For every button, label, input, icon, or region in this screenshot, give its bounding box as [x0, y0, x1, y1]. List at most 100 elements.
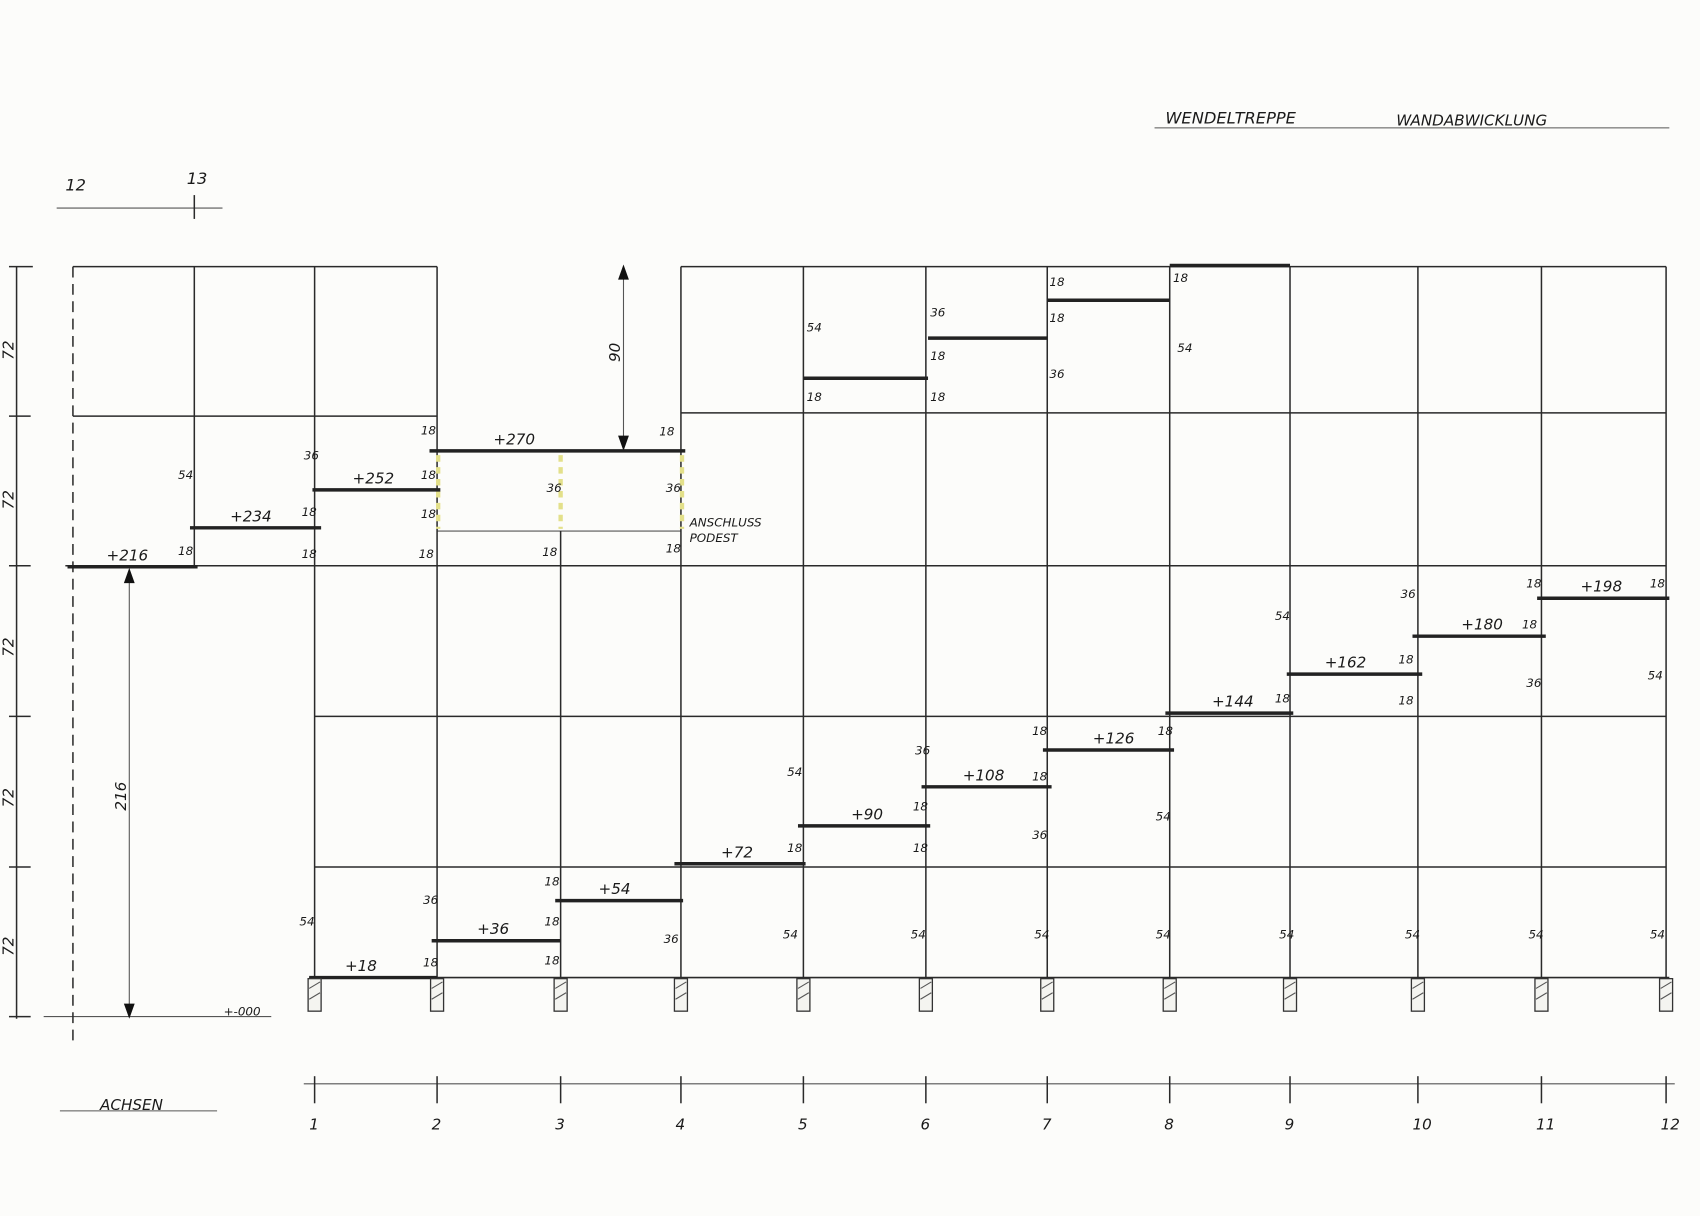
post-hatch: [554, 981, 567, 989]
step-dimension-label: 54: [1156, 928, 1171, 942]
post-hatch: [308, 981, 321, 989]
axis-number-7: 7: [1042, 1115, 1052, 1133]
post-hatch: [797, 981, 810, 989]
step-dimension-label: 54: [178, 468, 193, 482]
post-hatch: [1412, 992, 1424, 1000]
step-dimension-label: 54: [1275, 609, 1290, 623]
tread-level-label: +108: [963, 766, 1005, 784]
tread-level-label: +36: [477, 920, 509, 938]
post-hatch: [1041, 981, 1053, 989]
step-dimension-label: 36: [666, 481, 682, 495]
step-dimension-label: 18: [423, 956, 439, 970]
step-dimension-label: 18: [1522, 618, 1538, 632]
title-wandabwicklung: WANDABWICKLUNG: [1396, 112, 1547, 130]
post-7: [1040, 978, 1055, 1012]
axis-number-3: 3: [555, 1115, 565, 1133]
axis-number-2: 2: [432, 1115, 442, 1133]
landing-note-line1: ANSCHLUSS: [689, 516, 762, 530]
post-1: [307, 978, 322, 1012]
step-dimension-label: 18: [1049, 311, 1065, 325]
step-dimension-label: 18: [1398, 652, 1414, 666]
step-dimension-label: 54: [787, 765, 802, 779]
step-dimension-label: 18: [302, 505, 318, 519]
post-hatch: [1041, 992, 1053, 1000]
axis-number-9: 9: [1285, 1115, 1295, 1133]
step-dimension-label: 36: [1049, 367, 1065, 381]
post-hatch: [1535, 981, 1548, 989]
step-dimension-label: 54: [1034, 928, 1049, 942]
axis-number-10: 10: [1412, 1115, 1431, 1133]
step-dimension-label: 18: [1526, 576, 1542, 590]
dimension-216: 216: [112, 782, 130, 811]
step-dimension-label: 54: [783, 928, 798, 942]
step-dimension-label: 54: [1156, 809, 1171, 823]
step-dimension-label: 54: [807, 321, 822, 335]
step-dimension-label: 18: [421, 424, 437, 438]
post-11: [1534, 978, 1549, 1012]
dimension-72-3: 72: [0, 637, 17, 656]
post-hatch: [431, 981, 443, 989]
dimension-72-5: 72: [0, 937, 17, 956]
step-dimension-label: 36: [664, 932, 680, 946]
step-dimension-label: 18: [659, 425, 675, 439]
tread-level-label: +54: [599, 880, 631, 898]
axis-number-6: 6: [920, 1115, 930, 1133]
step-dimension-label: 18: [1650, 576, 1666, 590]
tread-level-label: +252: [353, 469, 395, 487]
post-hatch: [920, 992, 932, 1000]
axis-number-11: 11: [1536, 1115, 1555, 1133]
axis-number-4: 4: [676, 1115, 686, 1133]
step-dimension-label: 36: [423, 893, 439, 907]
step-dimension-label: 36: [930, 305, 946, 319]
step-dimension-label: 18: [1032, 769, 1048, 783]
post-6: [918, 978, 934, 1012]
step-dimension-label: 18: [544, 954, 560, 968]
post-10: [1410, 978, 1426, 1012]
step-dimension-label: 18: [913, 841, 929, 855]
axis-numbers: 1 2 3 4 5 6 7 8 9 10 11 12: [309, 1076, 1680, 1133]
step-dimension-label: 54: [1528, 928, 1543, 942]
dimension-72-1: 72: [0, 341, 17, 360]
step-dimension-label: 18: [178, 544, 194, 558]
step-dimension-label: 18: [302, 547, 318, 561]
step-dimension-label: 54: [1279, 928, 1294, 942]
tread-level-label: +270: [493, 430, 535, 448]
step-dimension-label: 36: [1032, 828, 1048, 842]
post-hatch: [1164, 981, 1176, 989]
tread-level-label: +198: [1580, 578, 1622, 596]
step-dimension-label: 18: [930, 390, 946, 404]
zero-level-label: +-000: [224, 1005, 261, 1019]
step-dimension-label: 36: [915, 743, 931, 757]
step-dimension-label: 18: [544, 874, 560, 888]
tread-level-label: +234: [230, 507, 272, 525]
step-dimension-label: 18: [1158, 724, 1174, 738]
post-hatch: [1412, 981, 1424, 989]
step-dimension-label: 54: [911, 928, 926, 942]
axis-number-12: 12: [1661, 1115, 1680, 1133]
tread-level-label: +18: [345, 957, 377, 975]
left-dimension-chain: [8, 265, 33, 1019]
landing-note-line2: PODEST: [690, 531, 740, 545]
post-hatch: [1535, 992, 1548, 1000]
post-hatch: [920, 981, 932, 989]
treads: +18 +36 +54 +72 +90 +108 +126 +144 +162 +180 +198 +…: [67, 430, 1670, 980]
post-5: [796, 978, 811, 1012]
top-axis-label-13: 13: [187, 169, 208, 188]
tread-level-label: +162: [1325, 654, 1367, 672]
axis-number-5: 5: [798, 1115, 808, 1133]
tread-level-label: +180: [1461, 616, 1503, 634]
step-dimension-label: 36: [1401, 587, 1417, 601]
step-dimension-label: 18: [1275, 691, 1291, 705]
post-3: [553, 978, 568, 1012]
post-hatch: [431, 992, 443, 1000]
step-dimension-label: 18: [666, 542, 682, 556]
post-12: [1658, 978, 1674, 1012]
axis-number-1: 1: [309, 1115, 319, 1133]
tread-level-label: +126: [1093, 729, 1135, 747]
axis-number-8: 8: [1164, 1115, 1174, 1133]
title-wendeltreppe: WENDELTREPPE: [1165, 109, 1296, 128]
post-hatch: [675, 992, 687, 1000]
dimension-72-2: 72: [0, 490, 17, 509]
step-dimension-label: 18: [542, 545, 558, 559]
